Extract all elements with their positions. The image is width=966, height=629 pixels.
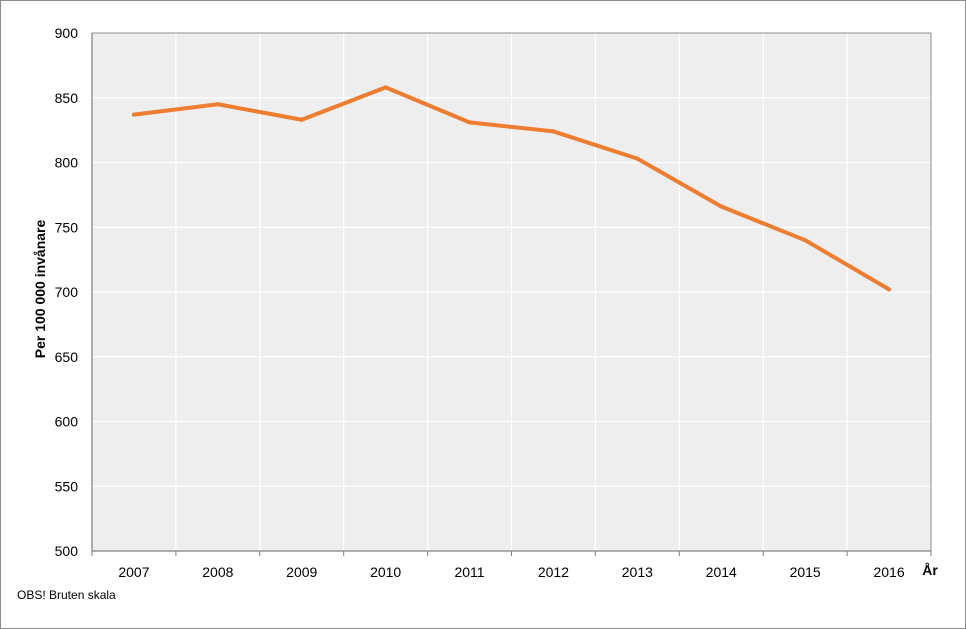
x-tick-label: 2013 (622, 564, 653, 580)
x-tick-label: 2011 (454, 564, 484, 580)
x-tick-label: 2010 (370, 564, 401, 580)
y-tick-label: 550 (55, 478, 79, 494)
broken-scale-note: OBS! Bruten skala (17, 588, 116, 602)
y-tick-label: 750 (55, 219, 79, 235)
y-axis-ticks: 500 550 600 650 700 750 800 850 900 (55, 25, 79, 559)
data-point (131, 112, 136, 117)
y-axis-label: Per 100 000 invånare (32, 220, 48, 359)
x-tick-label: 2009 (286, 564, 317, 580)
y-tick-label: 800 (55, 155, 79, 171)
data-point (299, 117, 304, 122)
x-tick-label: 2014 (706, 564, 737, 580)
y-tick-label: 850 (55, 90, 79, 106)
x-tick-label: 2008 (202, 564, 233, 580)
x-axis-label: År (922, 562, 938, 578)
series-group (131, 85, 892, 292)
data-point (551, 129, 556, 134)
series-line (131, 85, 892, 292)
x-tick-label: 2012 (538, 564, 569, 580)
x-axis-ticks: 2007 2008 2009 2010 2011 2012 2013 2014 2015 2016 (91, 551, 932, 580)
y-tick-label: 650 (55, 349, 79, 365)
y-tick-label: 700 (55, 284, 79, 300)
data-point (803, 238, 808, 243)
y-tick-label: 500 (55, 543, 79, 559)
data-point (719, 204, 724, 209)
y-tick-label: 600 (55, 414, 79, 430)
x-tick-label: 2016 (873, 564, 904, 580)
data-point (467, 120, 472, 125)
x-tick-label: 2007 (118, 564, 149, 580)
data-point (635, 156, 640, 161)
x-tick-label: 2015 (790, 564, 821, 580)
data-point (887, 287, 892, 292)
data-point (383, 85, 388, 90)
y-tick-label: 900 (55, 25, 79, 41)
data-point (215, 102, 220, 107)
grid (92, 32, 932, 552)
